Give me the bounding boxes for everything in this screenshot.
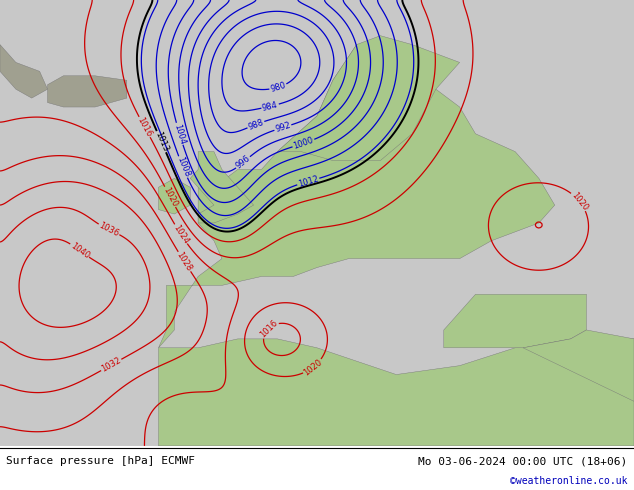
Polygon shape [278,36,460,161]
Text: Surface pressure [hPa] ECMWF: Surface pressure [hPa] ECMWF [6,456,195,466]
Polygon shape [523,330,634,401]
Text: 1020: 1020 [302,357,324,377]
Text: 1028: 1028 [175,250,194,273]
Text: 1020: 1020 [569,190,590,212]
Text: 1013: 1013 [153,130,170,153]
Text: 996: 996 [234,154,252,171]
Text: 1036: 1036 [98,221,120,239]
Text: 1008: 1008 [175,155,191,178]
Text: 1024: 1024 [171,223,190,245]
Text: 1016: 1016 [258,318,279,339]
Text: 1000: 1000 [292,136,315,151]
Polygon shape [158,339,634,446]
Text: 1032: 1032 [100,356,122,374]
Polygon shape [158,45,555,348]
Text: ©weatheronline.co.uk: ©weatheronline.co.uk [510,476,628,487]
Polygon shape [48,76,127,107]
Text: Mo 03-06-2024 00:00 UTC (18+06): Mo 03-06-2024 00:00 UTC (18+06) [418,456,628,466]
Polygon shape [158,178,190,214]
Text: 1016: 1016 [136,116,153,139]
Polygon shape [0,45,48,98]
Polygon shape [190,151,254,223]
Text: 988: 988 [247,118,265,131]
Text: 992: 992 [274,121,292,134]
Text: 1004: 1004 [172,122,187,145]
Text: 1020: 1020 [161,186,179,208]
Text: 980: 980 [269,81,287,94]
Text: 1012: 1012 [297,174,320,189]
Polygon shape [444,294,586,348]
Text: 984: 984 [261,100,279,113]
Text: 1040: 1040 [68,241,91,260]
